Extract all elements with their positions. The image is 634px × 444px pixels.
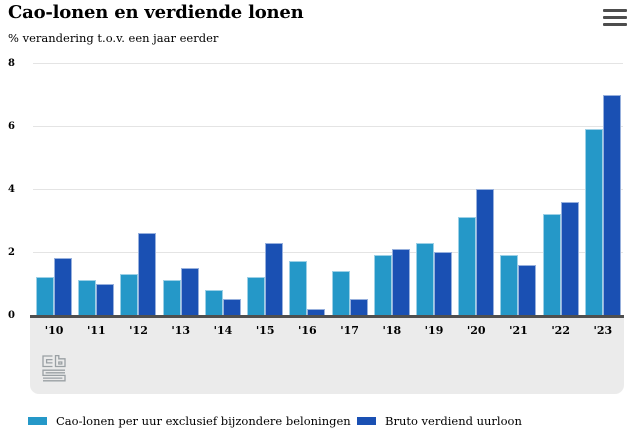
y-axis-label: 6 [8,121,15,132]
x-axis-label: '21 [509,324,528,337]
x-axis-label: '13 [171,324,191,337]
gridline-y6 [33,126,623,127]
bar-16-series1[interactable] [289,261,308,315]
bar-20-series2[interactable] [476,189,495,315]
x-axis-label: '22 [551,324,570,337]
bar-14-series1[interactable] [204,289,223,315]
legend-swatch-light-blue [28,417,47,425]
x-axis-label: '19 [424,324,444,337]
cbs-logo-c [42,355,53,368]
bar-16-series2[interactable] [307,308,326,315]
x-axis-label: '15 [255,324,275,337]
x-axis-label: '10 [44,324,64,337]
x-axis-label: '17 [340,324,359,337]
cbs-logo-b [54,355,66,368]
gridline-y4 [33,189,623,190]
hamburger-menu-icon[interactable] [603,9,627,26]
legend-label: Cao-lonen per uur exclusief bijzondere b… [56,414,351,428]
bar-17-series2[interactable] [349,299,368,315]
y-axis-label: 8 [8,58,15,69]
bar-18-series2[interactable] [391,248,410,315]
bar-18-series1[interactable] [373,255,392,315]
cbs-logo-s [42,369,66,382]
bar-10-series1[interactable] [36,277,54,315]
bar-17-series1[interactable] [331,270,350,315]
hamburger-bar [603,9,627,13]
x-axis-band [30,315,624,394]
hamburger-bar [603,15,627,20]
bar-15-series2[interactable] [265,242,284,315]
hamburger-bar [603,22,627,26]
x-axis-label: '16 [298,324,317,337]
x-axis-label: '14 [213,324,233,337]
bar-23-series2[interactable] [602,94,621,315]
bar-22-series2[interactable] [560,201,579,315]
x-axis-label: '12 [129,324,148,337]
x-axis-label: '23 [593,324,613,337]
chart-title: Cao-lonen en verdiende lonen [8,2,304,23]
bar-15-series1[interactable] [247,277,266,315]
bar-12-series1[interactable] [120,274,139,315]
bar-13-series1[interactable] [162,280,181,315]
cbs-logo [42,355,66,382]
x-axis-label: '18 [382,324,402,337]
gridline-y8 [33,63,623,64]
bar-22-series1[interactable] [542,214,561,315]
y-axis-label: 4 [8,184,15,195]
bar-13-series2[interactable] [180,267,199,315]
legend-swatch-dark-blue [357,417,376,425]
bar-23-series1[interactable] [584,129,603,315]
bar-11-series1[interactable] [78,280,97,315]
bar-21-series1[interactable] [500,255,519,315]
bar-19-series1[interactable] [415,242,434,315]
bar-12-series2[interactable] [138,233,157,315]
zero-axis-line [30,315,624,318]
bar-21-series2[interactable] [518,264,537,315]
y-axis-label: 2 [8,247,15,258]
gridline-y2 [33,252,623,253]
x-axis-label: '20 [466,324,486,337]
bar-11-series2[interactable] [96,283,115,315]
legend-item-cao-lonen: Cao-lonen per uur exclusief bijzondere b… [28,414,351,428]
bar-10-series2[interactable] [54,258,72,315]
x-axis-label: '11 [86,324,106,337]
bar-19-series2[interactable] [433,252,452,315]
chart-subtitle: % verandering t.o.v. een jaar eerder [8,31,219,45]
bar-14-series2[interactable] [222,299,241,315]
legend-label: Bruto verdiend uurloon [385,414,522,428]
bar-20-series1[interactable] [458,217,477,315]
y-axis-label: 0 [8,310,15,321]
legend-item-bruto-uurloon: Bruto verdiend uurloon [357,414,522,428]
